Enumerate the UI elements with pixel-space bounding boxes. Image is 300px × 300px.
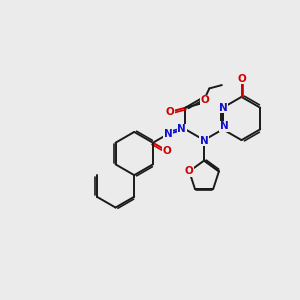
Text: O: O — [201, 95, 210, 105]
Text: N: N — [177, 124, 186, 134]
Text: O: O — [237, 74, 246, 83]
Text: N: N — [220, 121, 229, 131]
Text: O: O — [163, 146, 171, 156]
Text: O: O — [185, 167, 194, 176]
Text: O: O — [165, 107, 174, 117]
Text: N: N — [219, 103, 228, 113]
Text: N: N — [164, 129, 172, 139]
Text: N: N — [200, 136, 208, 146]
